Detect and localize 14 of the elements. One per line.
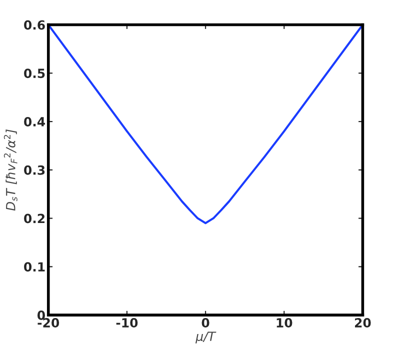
y-tick-label: 0.1	[24, 262, 45, 272]
x-tick-label: 10	[276, 318, 292, 328]
y-tick-label: 0.5	[24, 68, 45, 78]
x-axis-title: μ/T	[195, 332, 216, 344]
y-tick-label: 0.2	[24, 214, 44, 224]
y-axis-title: D$_{s}$T [ħv$_{F}$$^{2}$/α$^{2}$]	[4, 129, 18, 211]
y-tick-label: 0	[37, 310, 45, 320]
x-tick-label: 0	[202, 318, 210, 328]
x-tick-label: -20	[38, 318, 60, 328]
x-tick-label: -10	[116, 318, 138, 328]
x-tick-label: 20	[354, 318, 371, 328]
y-tick-label: 0.4	[24, 117, 46, 126]
y-tick-label: 0.3	[24, 165, 45, 175]
y-tick-label: 0.6	[24, 20, 45, 30]
